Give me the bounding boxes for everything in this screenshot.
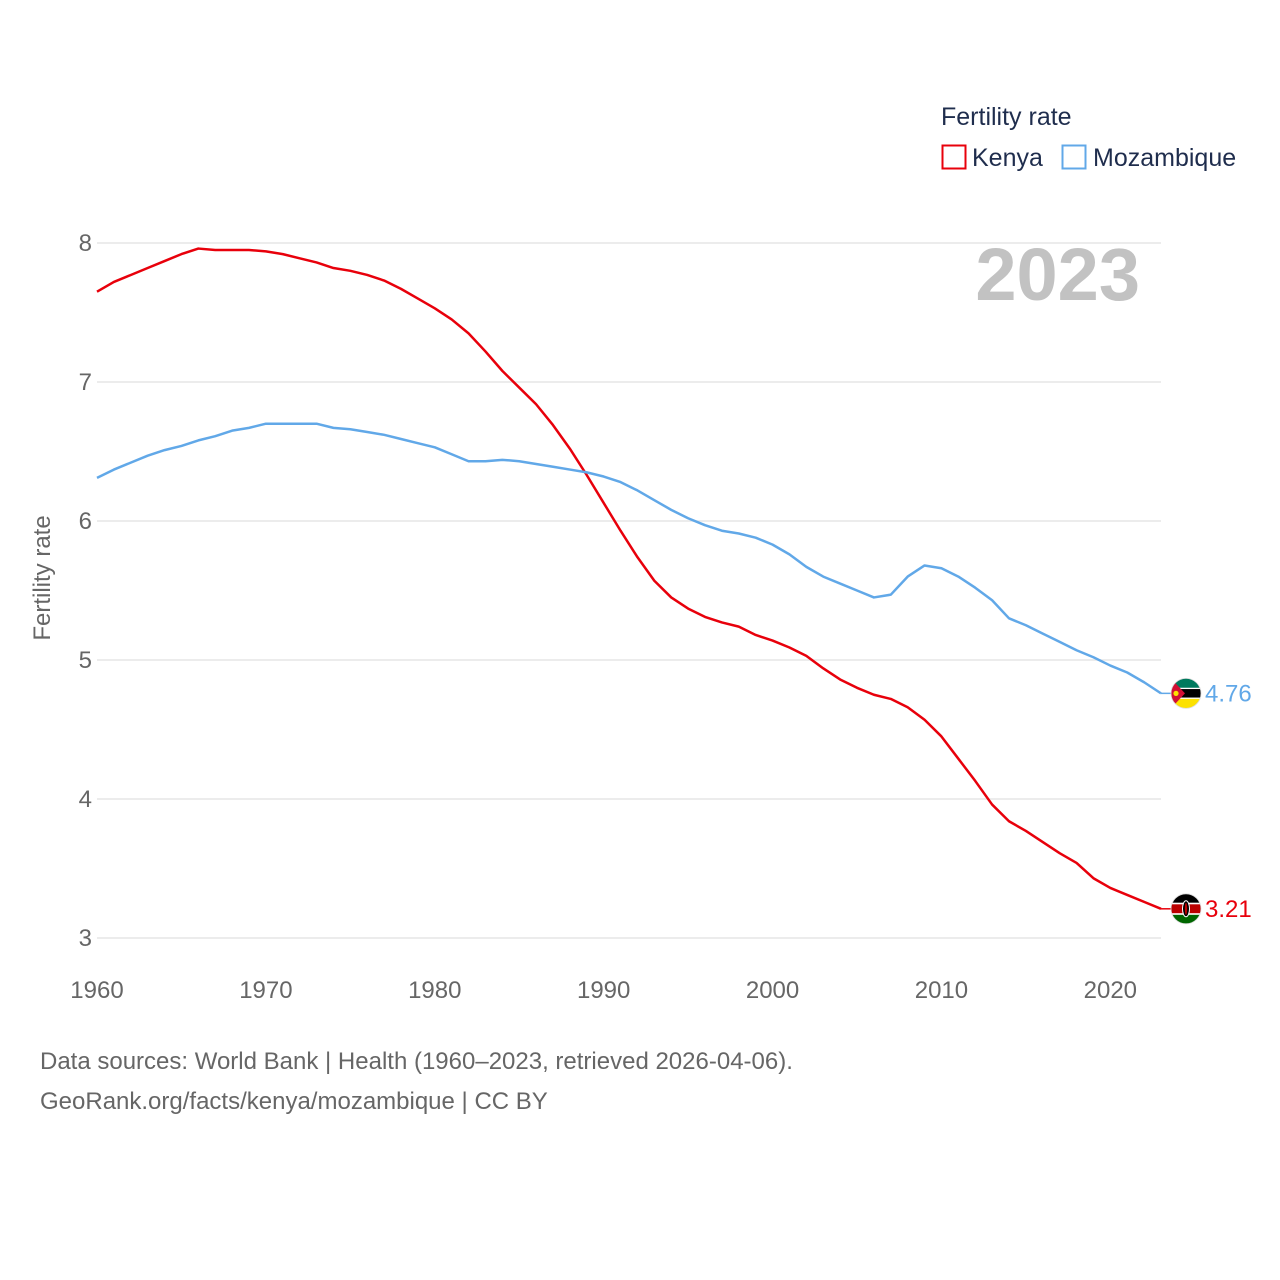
legend-item-kenya[interactable]: Kenya xyxy=(941,144,1043,172)
y-tick-label: 5 xyxy=(79,647,92,674)
x-tick-label: 2010 xyxy=(915,977,968,1004)
x-tick-label: 2000 xyxy=(746,977,799,1004)
legend-label-mozambique: Mozambique xyxy=(1093,144,1236,172)
y-axis-title: Fertility rate xyxy=(29,515,56,640)
series-line-mozambique[interactable] xyxy=(96,422,1162,695)
y-tick-label: 8 xyxy=(79,230,92,257)
x-tick-label: 2020 xyxy=(1084,977,1137,1004)
legend: Fertility rate Kenya Mozambique xyxy=(941,103,1236,172)
end-value-label-kenya: 3.21 xyxy=(1205,896,1252,923)
flag-outline xyxy=(1170,893,1202,925)
series-line-kenya[interactable] xyxy=(96,247,1162,910)
footer: Data sources: World Bank | Health (1960–… xyxy=(40,1042,793,1122)
legend-label-kenya: Kenya xyxy=(972,144,1043,172)
legend-swatch-kenya xyxy=(941,144,967,170)
legend-item-mozambique[interactable]: Mozambique xyxy=(1061,144,1237,172)
source-link[interactable]: GeoRank.org/facts/kenya/mozambique | CC … xyxy=(40,1088,548,1115)
x-tick-label: 1960 xyxy=(70,977,123,1004)
end-value-label-mozambique: 4.76 xyxy=(1205,680,1252,707)
y-tick-label: 4 xyxy=(79,786,92,813)
x-tick-label: 1970 xyxy=(239,977,292,1004)
mozambique-flag-icon xyxy=(1171,678,1201,709)
legend-title: Fertility rate xyxy=(941,103,1072,131)
y-tick-label: 7 xyxy=(79,369,92,396)
data-sources-text: Data sources: World Bank | Health (1960–… xyxy=(40,1048,793,1075)
y-tick-label: 3 xyxy=(79,925,92,952)
flag-outline xyxy=(1170,677,1202,709)
y-tick-label: 6 xyxy=(79,508,92,535)
x-tick-label: 1990 xyxy=(577,977,630,1004)
line-chart: 3 4 5 6 7 8 1960 1970 1980 1990 2000 2010 2020 Fert… xyxy=(29,103,1252,1004)
current-year-label: 2023 xyxy=(975,233,1140,316)
legend-swatch-mozambique xyxy=(1061,144,1087,170)
x-tick-label: 1980 xyxy=(408,977,461,1004)
kenya-flag-icon xyxy=(1171,893,1201,924)
